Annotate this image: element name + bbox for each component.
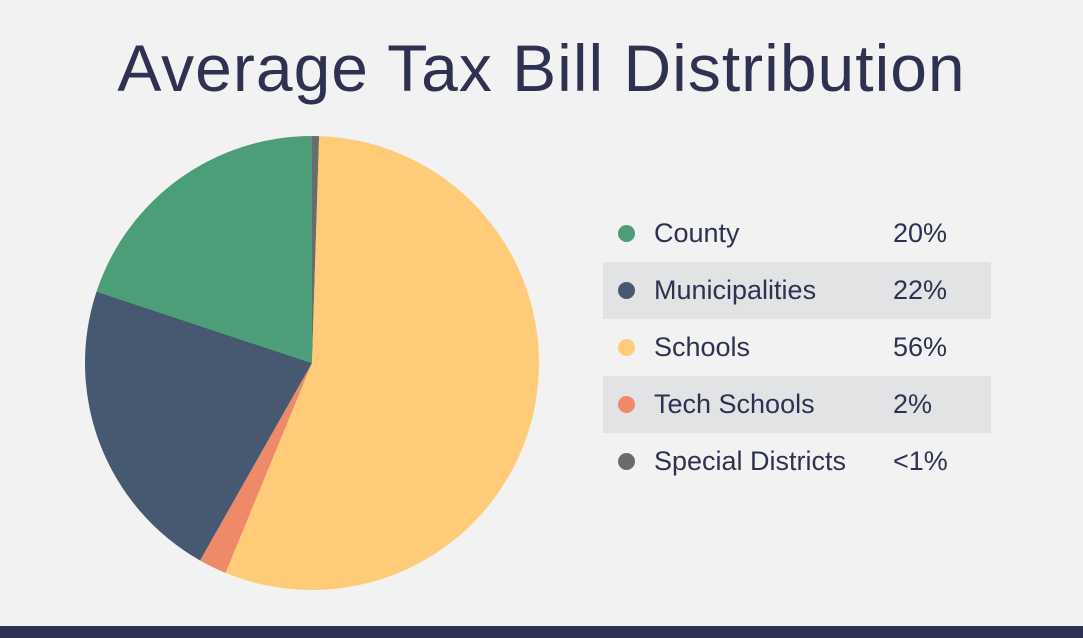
pie-slice-county	[96, 136, 312, 363]
legend: County 20% Municipalities 22% Schools 56…	[603, 205, 991, 490]
legend-label: Schools	[654, 332, 751, 362]
legend-value: 2%	[893, 389, 933, 419]
legend-dot-icon	[618, 396, 635, 413]
legend-dot-icon	[618, 339, 635, 356]
legend-item: Tech Schools 2%	[603, 376, 991, 433]
legend-value: 20%	[893, 218, 948, 248]
legend-dot-icon	[618, 225, 635, 242]
legend-value: <1%	[893, 446, 948, 476]
legend-value: 56%	[893, 332, 948, 362]
legend-label: Special Districts	[654, 446, 847, 476]
legend-label: Municipalities	[654, 275, 817, 305]
pie-slice-special-districts	[312, 136, 320, 363]
chart-title: Average Tax Bill Distribution	[117, 31, 966, 105]
legend-value: 22%	[893, 275, 948, 305]
legend-dot-icon	[618, 453, 635, 470]
legend-label: County	[654, 218, 740, 248]
bottom-bar	[0, 626, 1083, 638]
legend-dot-icon	[618, 282, 635, 299]
pie-slice-municipalities	[85, 291, 313, 561]
legend-label: Tech Schools	[654, 389, 815, 419]
legend-item: Schools 56%	[603, 319, 991, 376]
legend-item: Municipalities 22%	[603, 262, 991, 319]
pie-slice-schools	[225, 136, 540, 591]
legend-item: Special Districts <1%	[603, 433, 991, 490]
pie-slice-tech-schools	[200, 363, 312, 573]
legend-item: County 20%	[603, 205, 991, 262]
